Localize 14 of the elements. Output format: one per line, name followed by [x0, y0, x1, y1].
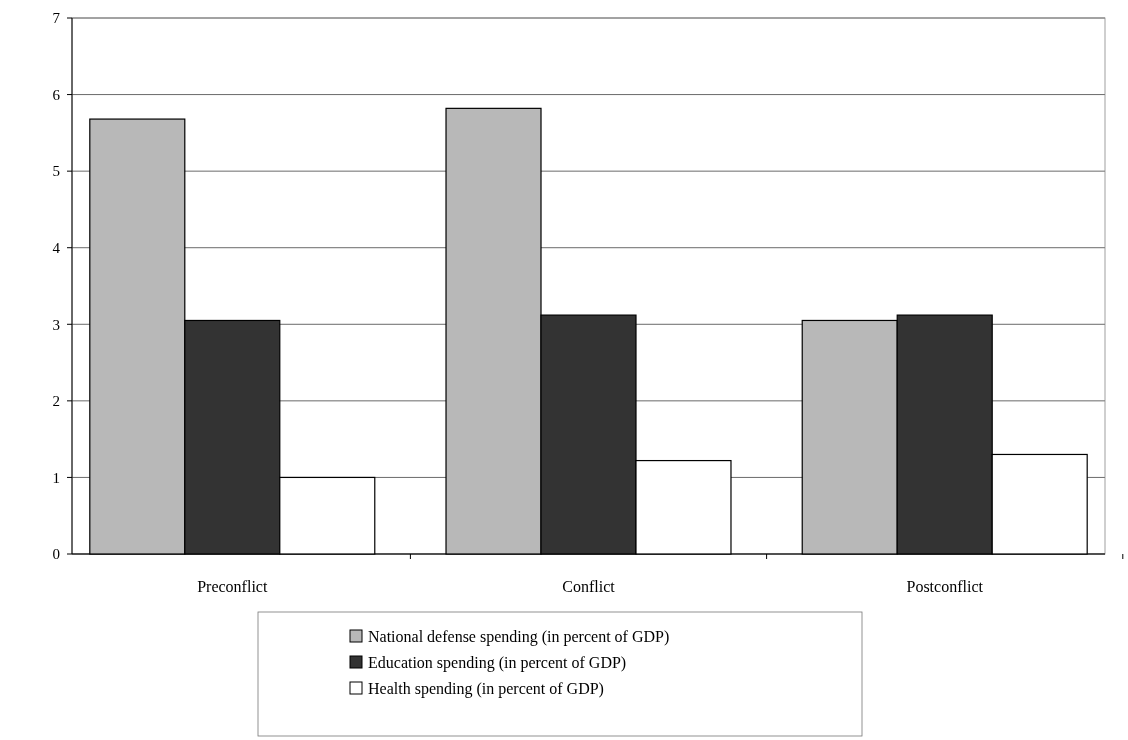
- y-tick-label: 5: [52, 163, 60, 180]
- y-tick-label: 3: [52, 316, 60, 333]
- x-tick-label: Conflict: [562, 578, 616, 595]
- y-tick-label: 4: [52, 239, 61, 256]
- y-tick-label: 6: [52, 86, 61, 103]
- y-tick-label: 2: [52, 393, 60, 410]
- legend-label: National defense spending (in percent of GDP): [368, 627, 670, 646]
- y-tick-label: 7: [52, 10, 61, 27]
- x-tick-label: Preconflict: [197, 578, 268, 595]
- legend-label: Health spending (in percent of GDP): [368, 679, 604, 698]
- y-tick-label: 0: [52, 546, 60, 563]
- y-tick-label: 1: [52, 469, 60, 486]
- x-tick-label: Postconflict: [906, 578, 984, 595]
- legend-label: Education spending (in percent of GDP): [368, 653, 627, 672]
